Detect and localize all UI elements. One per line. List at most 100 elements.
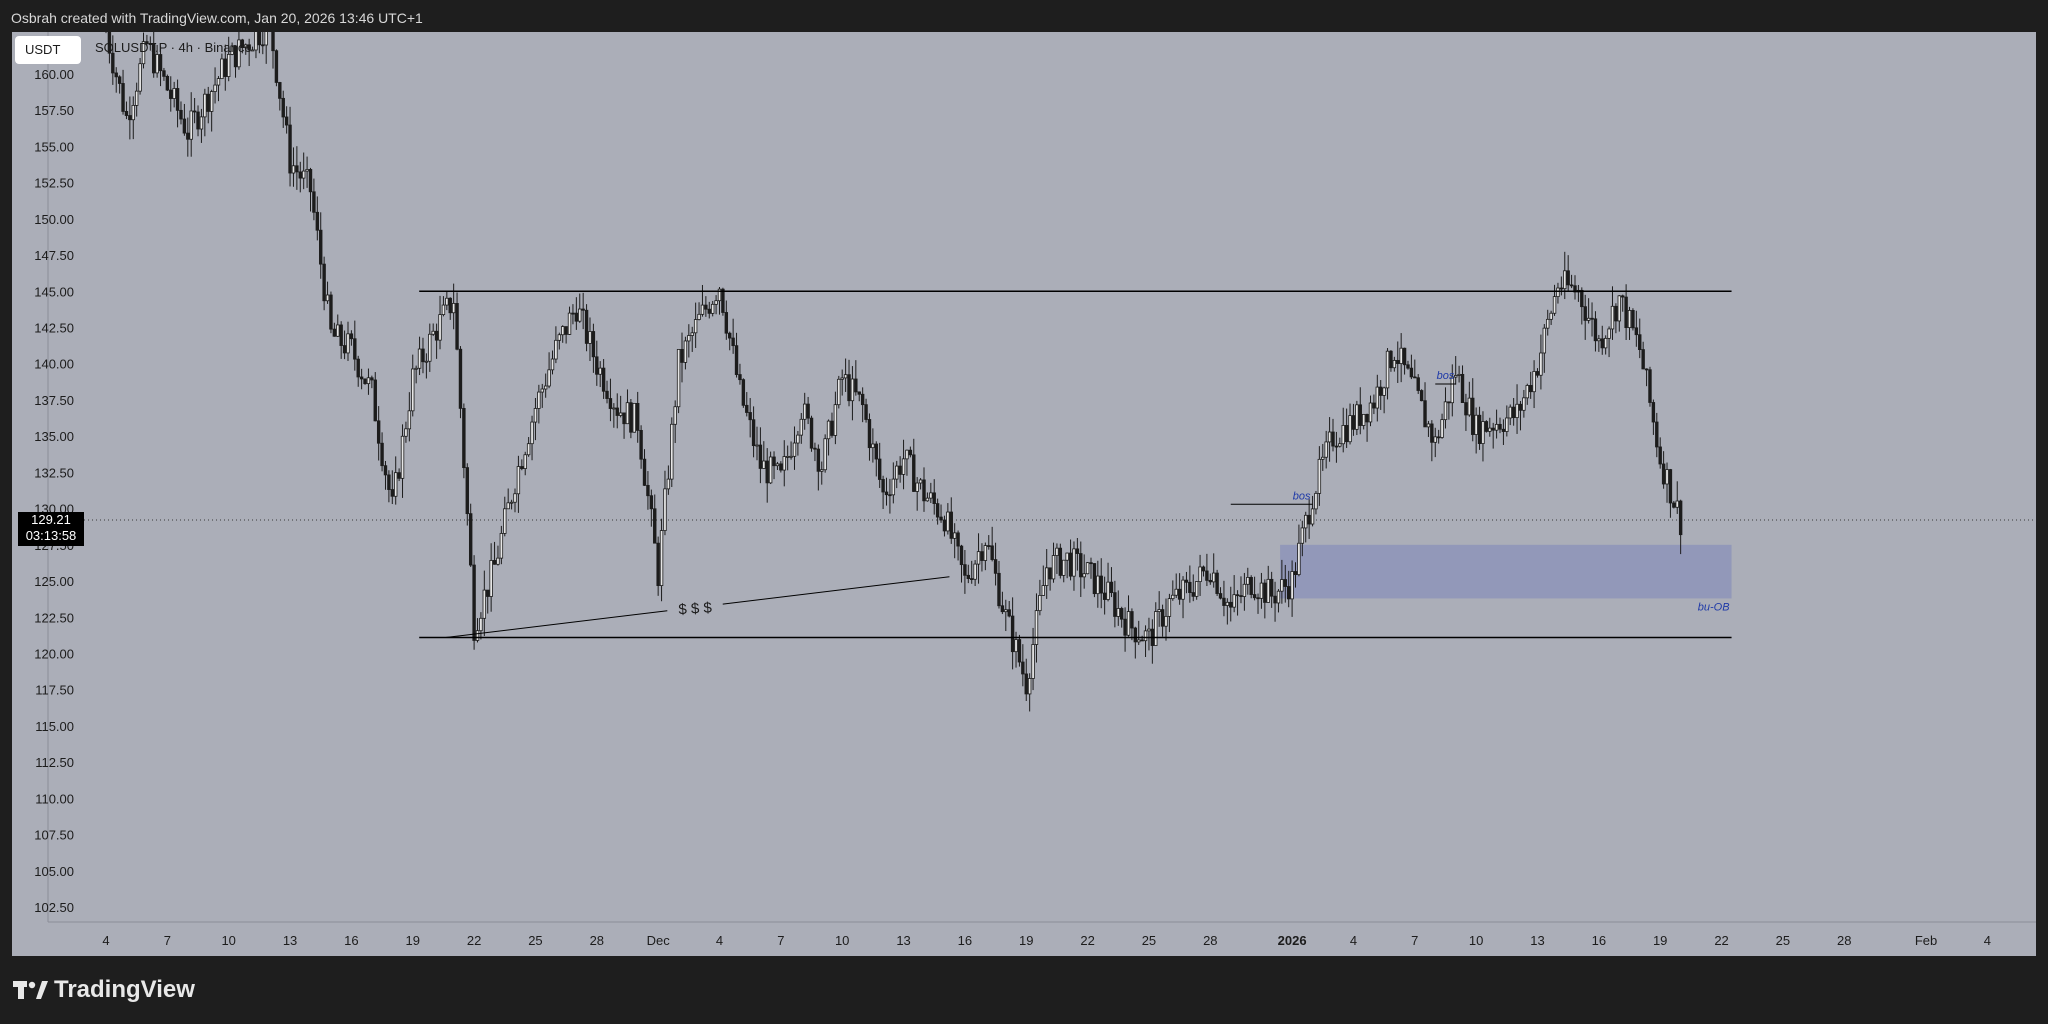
candle-body — [543, 385, 548, 390]
candle-body — [1460, 373, 1465, 403]
candle-body — [1610, 305, 1615, 330]
candle-body — [1433, 436, 1437, 443]
y-tick-label: 110.00 — [35, 791, 74, 806]
candle-body — [895, 465, 899, 480]
y-tick-label: 120.00 — [34, 646, 74, 661]
candle-body — [1017, 639, 1022, 663]
candle-body — [1286, 586, 1291, 600]
candle-body — [1549, 312, 1553, 320]
candle-body — [482, 589, 487, 619]
candle-body — [312, 191, 316, 213]
candle-body — [1307, 514, 1311, 525]
candle-body — [963, 564, 967, 576]
candle-body — [680, 348, 684, 363]
chart-area[interactable]: $ $ $ bos bos bu-OB 160.00 157.50 155.00 152.5… — [12, 32, 2036, 956]
x-tick-label: 22 — [467, 933, 481, 948]
candle-body — [1021, 661, 1025, 675]
candle-body — [1491, 427, 1495, 431]
candle-body — [1177, 588, 1182, 600]
candle-body — [206, 93, 210, 112]
candle-body — [411, 368, 415, 412]
candle-body — [1256, 597, 1260, 600]
candle-body — [1232, 594, 1236, 608]
y-tick-label: 122.50 — [34, 610, 74, 625]
candle-body — [1505, 417, 1509, 432]
candle-body — [506, 502, 510, 510]
candle-body — [394, 472, 398, 497]
candle-body — [141, 41, 146, 65]
candle-body — [1477, 414, 1482, 444]
candle-body — [226, 54, 231, 77]
candle-body — [1222, 597, 1226, 606]
candle-body — [779, 463, 783, 471]
candle-body — [1164, 615, 1168, 627]
candle-body — [625, 402, 630, 425]
candle-body — [1341, 425, 1345, 445]
candle-body — [782, 456, 786, 471]
candle-body — [864, 404, 868, 420]
candle-body — [346, 333, 350, 354]
candle-body — [1133, 627, 1138, 643]
candle-body — [1304, 514, 1308, 529]
candle-body — [1678, 500, 1683, 536]
x-tick-label: 13 — [283, 933, 297, 948]
x-tick-label: 13 — [896, 933, 910, 948]
candle-body — [745, 404, 749, 413]
candle-body — [1314, 492, 1318, 510]
candle-body — [772, 456, 776, 467]
candle-body — [1205, 570, 1209, 581]
candle-body — [499, 533, 504, 559]
candle-body — [659, 530, 664, 586]
candle-body — [578, 308, 582, 322]
candle-body — [1324, 441, 1328, 458]
candle-body — [1331, 431, 1335, 447]
x-tick-label: 25 — [528, 933, 542, 948]
candle-body — [1416, 377, 1420, 391]
candle-body — [1188, 581, 1192, 593]
candle-body — [390, 489, 394, 497]
candle-body — [809, 417, 814, 449]
candle-body — [693, 319, 698, 334]
y-tick-label: 150.00 — [34, 212, 74, 227]
candle-body — [751, 419, 756, 447]
candle-body — [1334, 445, 1339, 448]
candle-body — [758, 444, 763, 469]
price-chart[interactable]: $ $ $ bos bos bu-OB 160.00 157.50 155.00 152.5… — [12, 32, 2036, 956]
candle-body — [1539, 352, 1543, 376]
candle-body — [601, 367, 606, 392]
candle-body — [319, 229, 323, 265]
candle-body — [1382, 387, 1386, 396]
candle-body — [840, 377, 844, 380]
candle-body — [1672, 502, 1676, 508]
candle-body — [1661, 463, 1666, 485]
candle-body — [1249, 577, 1253, 595]
candle-body — [731, 337, 735, 347]
candle-body — [1212, 572, 1216, 583]
candle-body — [949, 511, 953, 539]
candle-body — [1184, 579, 1189, 583]
candle-body — [905, 449, 909, 460]
symbol-label[interactable]: SOLUSDT.P · 4h · Binance — [95, 40, 252, 55]
y-tick-label: 115.00 — [35, 719, 74, 734]
candle-body — [891, 478, 896, 496]
candle-body — [537, 391, 541, 409]
candle-body — [438, 314, 442, 341]
currency-button[interactable]: USDT — [15, 36, 81, 64]
current-price-tag: 129.21 03:13:58 — [18, 512, 84, 546]
candle-body — [1310, 508, 1315, 525]
candle-body — [550, 358, 555, 371]
candle-body — [1419, 390, 1424, 402]
candle-body — [1361, 413, 1366, 426]
candle-body — [216, 78, 221, 86]
candle-body — [1062, 559, 1066, 576]
candle-body — [1634, 327, 1639, 336]
candle-body — [952, 532, 957, 539]
candle-body — [1515, 403, 1519, 419]
y-tick-label: 152.50 — [34, 176, 74, 191]
candle-body — [1102, 592, 1107, 600]
candle-body — [186, 132, 190, 140]
candle-body — [209, 91, 214, 112]
brand-footer[interactable]: TradingView — [12, 976, 195, 1004]
candle-body — [1423, 400, 1427, 428]
candle-body — [1140, 639, 1144, 642]
